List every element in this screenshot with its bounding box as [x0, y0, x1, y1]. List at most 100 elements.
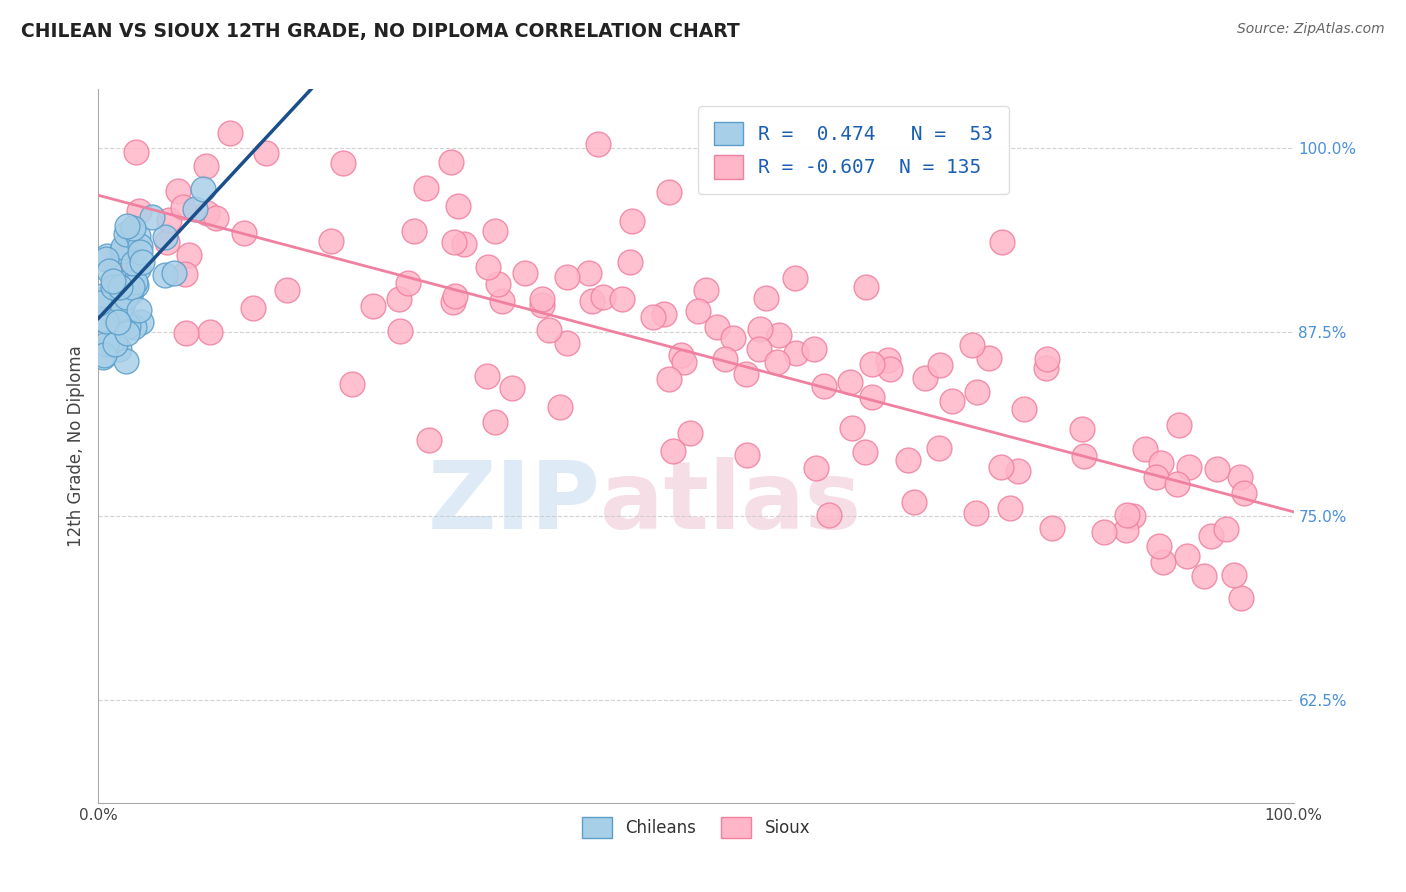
- Point: [785, 346, 807, 360]
- Point: [103, 336, 125, 351]
- Point: [621, 214, 644, 228]
- Point: [115, 227, 138, 241]
- Point: [218, 126, 240, 140]
- Point: [1177, 549, 1199, 564]
- Point: [839, 375, 862, 389]
- Point: [120, 285, 142, 299]
- Point: [184, 202, 207, 216]
- Point: [1230, 591, 1253, 606]
- Point: [1035, 361, 1057, 376]
- Point: [124, 276, 146, 290]
- Point: [122, 256, 145, 270]
- Point: [128, 244, 150, 259]
- Point: [735, 448, 758, 462]
- Point: [965, 506, 987, 520]
- Point: [1092, 524, 1115, 539]
- Point: [332, 156, 354, 170]
- Point: [276, 283, 298, 297]
- Point: [897, 453, 920, 467]
- Point: [610, 293, 633, 307]
- Point: [1192, 568, 1215, 582]
- Point: [855, 280, 877, 294]
- Point: [115, 247, 138, 261]
- Point: [91, 289, 114, 303]
- Point: [538, 323, 561, 337]
- Point: [453, 237, 475, 252]
- Point: [903, 495, 925, 509]
- Point: [486, 277, 509, 291]
- Point: [254, 146, 277, 161]
- Point: [1116, 508, 1139, 523]
- Point: [128, 303, 150, 318]
- Point: [1122, 509, 1144, 524]
- Point: [592, 290, 614, 304]
- Point: [174, 326, 197, 340]
- Point: [114, 290, 136, 304]
- Point: [1133, 442, 1156, 456]
- Point: [167, 184, 190, 198]
- Point: [89, 308, 111, 322]
- Point: [662, 443, 685, 458]
- Point: [990, 460, 1012, 475]
- Point: [1040, 521, 1063, 535]
- Point: [977, 351, 1000, 365]
- Point: [804, 460, 827, 475]
- Point: [398, 276, 420, 290]
- Point: [94, 292, 117, 306]
- Point: [321, 234, 343, 248]
- Point: [941, 394, 963, 409]
- Point: [619, 254, 641, 268]
- Point: [860, 390, 883, 404]
- Point: [555, 335, 578, 350]
- Point: [966, 384, 988, 399]
- Point: [440, 154, 463, 169]
- Point: [157, 213, 180, 227]
- Point: [91, 350, 114, 364]
- Point: [100, 335, 122, 350]
- Point: [108, 343, 131, 357]
- Text: CHILEAN VS SIOUX 12TH GRADE, NO DIPLOMA CORRELATION CHART: CHILEAN VS SIOUX 12TH GRADE, NO DIPLOMA …: [21, 22, 740, 41]
- Point: [121, 280, 143, 294]
- Point: [671, 348, 693, 362]
- Point: [112, 239, 135, 253]
- Point: [1223, 568, 1246, 582]
- Point: [388, 292, 411, 306]
- Point: [962, 338, 984, 352]
- Point: [242, 301, 264, 316]
- Point: [441, 295, 464, 310]
- Point: [104, 276, 127, 290]
- Point: [1007, 464, 1029, 478]
- Point: [232, 227, 254, 241]
- Point: [477, 260, 499, 274]
- Point: [94, 252, 117, 267]
- Point: [444, 289, 467, 303]
- Point: [695, 283, 717, 297]
- Point: [658, 185, 681, 199]
- Point: [117, 275, 139, 289]
- Point: [117, 318, 139, 333]
- Point: [131, 255, 153, 269]
- Point: [658, 372, 681, 386]
- Point: [415, 181, 437, 195]
- Point: [678, 425, 700, 440]
- Point: [402, 224, 425, 238]
- Point: [163, 266, 186, 280]
- Point: [128, 203, 150, 218]
- Point: [1144, 469, 1167, 483]
- Point: [1166, 477, 1188, 491]
- Point: [484, 224, 506, 238]
- Point: [581, 293, 603, 308]
- Point: [513, 266, 536, 280]
- Point: [714, 351, 737, 366]
- Text: Source: ZipAtlas.com: Source: ZipAtlas.com: [1237, 22, 1385, 37]
- Point: [1012, 402, 1035, 417]
- Point: [115, 354, 138, 368]
- Point: [998, 500, 1021, 515]
- Point: [749, 322, 772, 336]
- Point: [991, 235, 1014, 249]
- Point: [342, 376, 364, 391]
- Point: [179, 248, 201, 262]
- Point: [686, 303, 709, 318]
- Point: [652, 307, 675, 321]
- Point: [484, 415, 506, 429]
